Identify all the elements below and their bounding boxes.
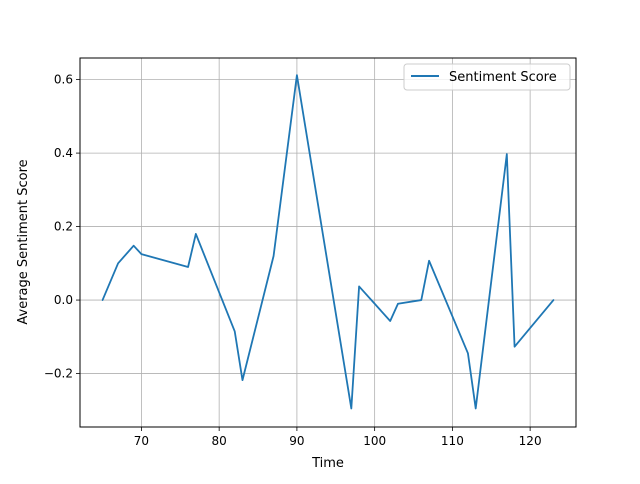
x-tick-label: 80 bbox=[212, 434, 227, 448]
x-axis-ticks: 70 80 90 100 110 120 bbox=[134, 427, 542, 448]
legend: Sentiment Score bbox=[403, 63, 571, 91]
legend-label: Sentiment Score bbox=[449, 70, 557, 85]
x-tick-label: 120 bbox=[519, 434, 542, 448]
x-tick-label: 90 bbox=[289, 434, 304, 448]
y-tick-label: −0.2 bbox=[44, 367, 73, 381]
plot-frame bbox=[79, 57, 577, 428]
x-axis-label: Time bbox=[311, 456, 344, 471]
y-tick-label: 0.6 bbox=[54, 73, 73, 87]
series-layer bbox=[101, 74, 555, 410]
y-axis-label: Average Sentiment Score bbox=[16, 159, 31, 324]
x-tick-label: 70 bbox=[134, 434, 149, 448]
y-tick-label: 0.4 bbox=[54, 146, 73, 160]
legend-box bbox=[403, 63, 571, 91]
y-tick-label: 0.2 bbox=[54, 220, 73, 234]
series-line bbox=[101, 74, 555, 410]
x-tick-label: 110 bbox=[441, 434, 464, 448]
x-tick-label: 100 bbox=[363, 434, 386, 448]
y-tick-label: 0.0 bbox=[54, 293, 73, 307]
y-axis-ticks: −0.2 0.0 0.2 0.4 0.6 bbox=[44, 73, 80, 381]
